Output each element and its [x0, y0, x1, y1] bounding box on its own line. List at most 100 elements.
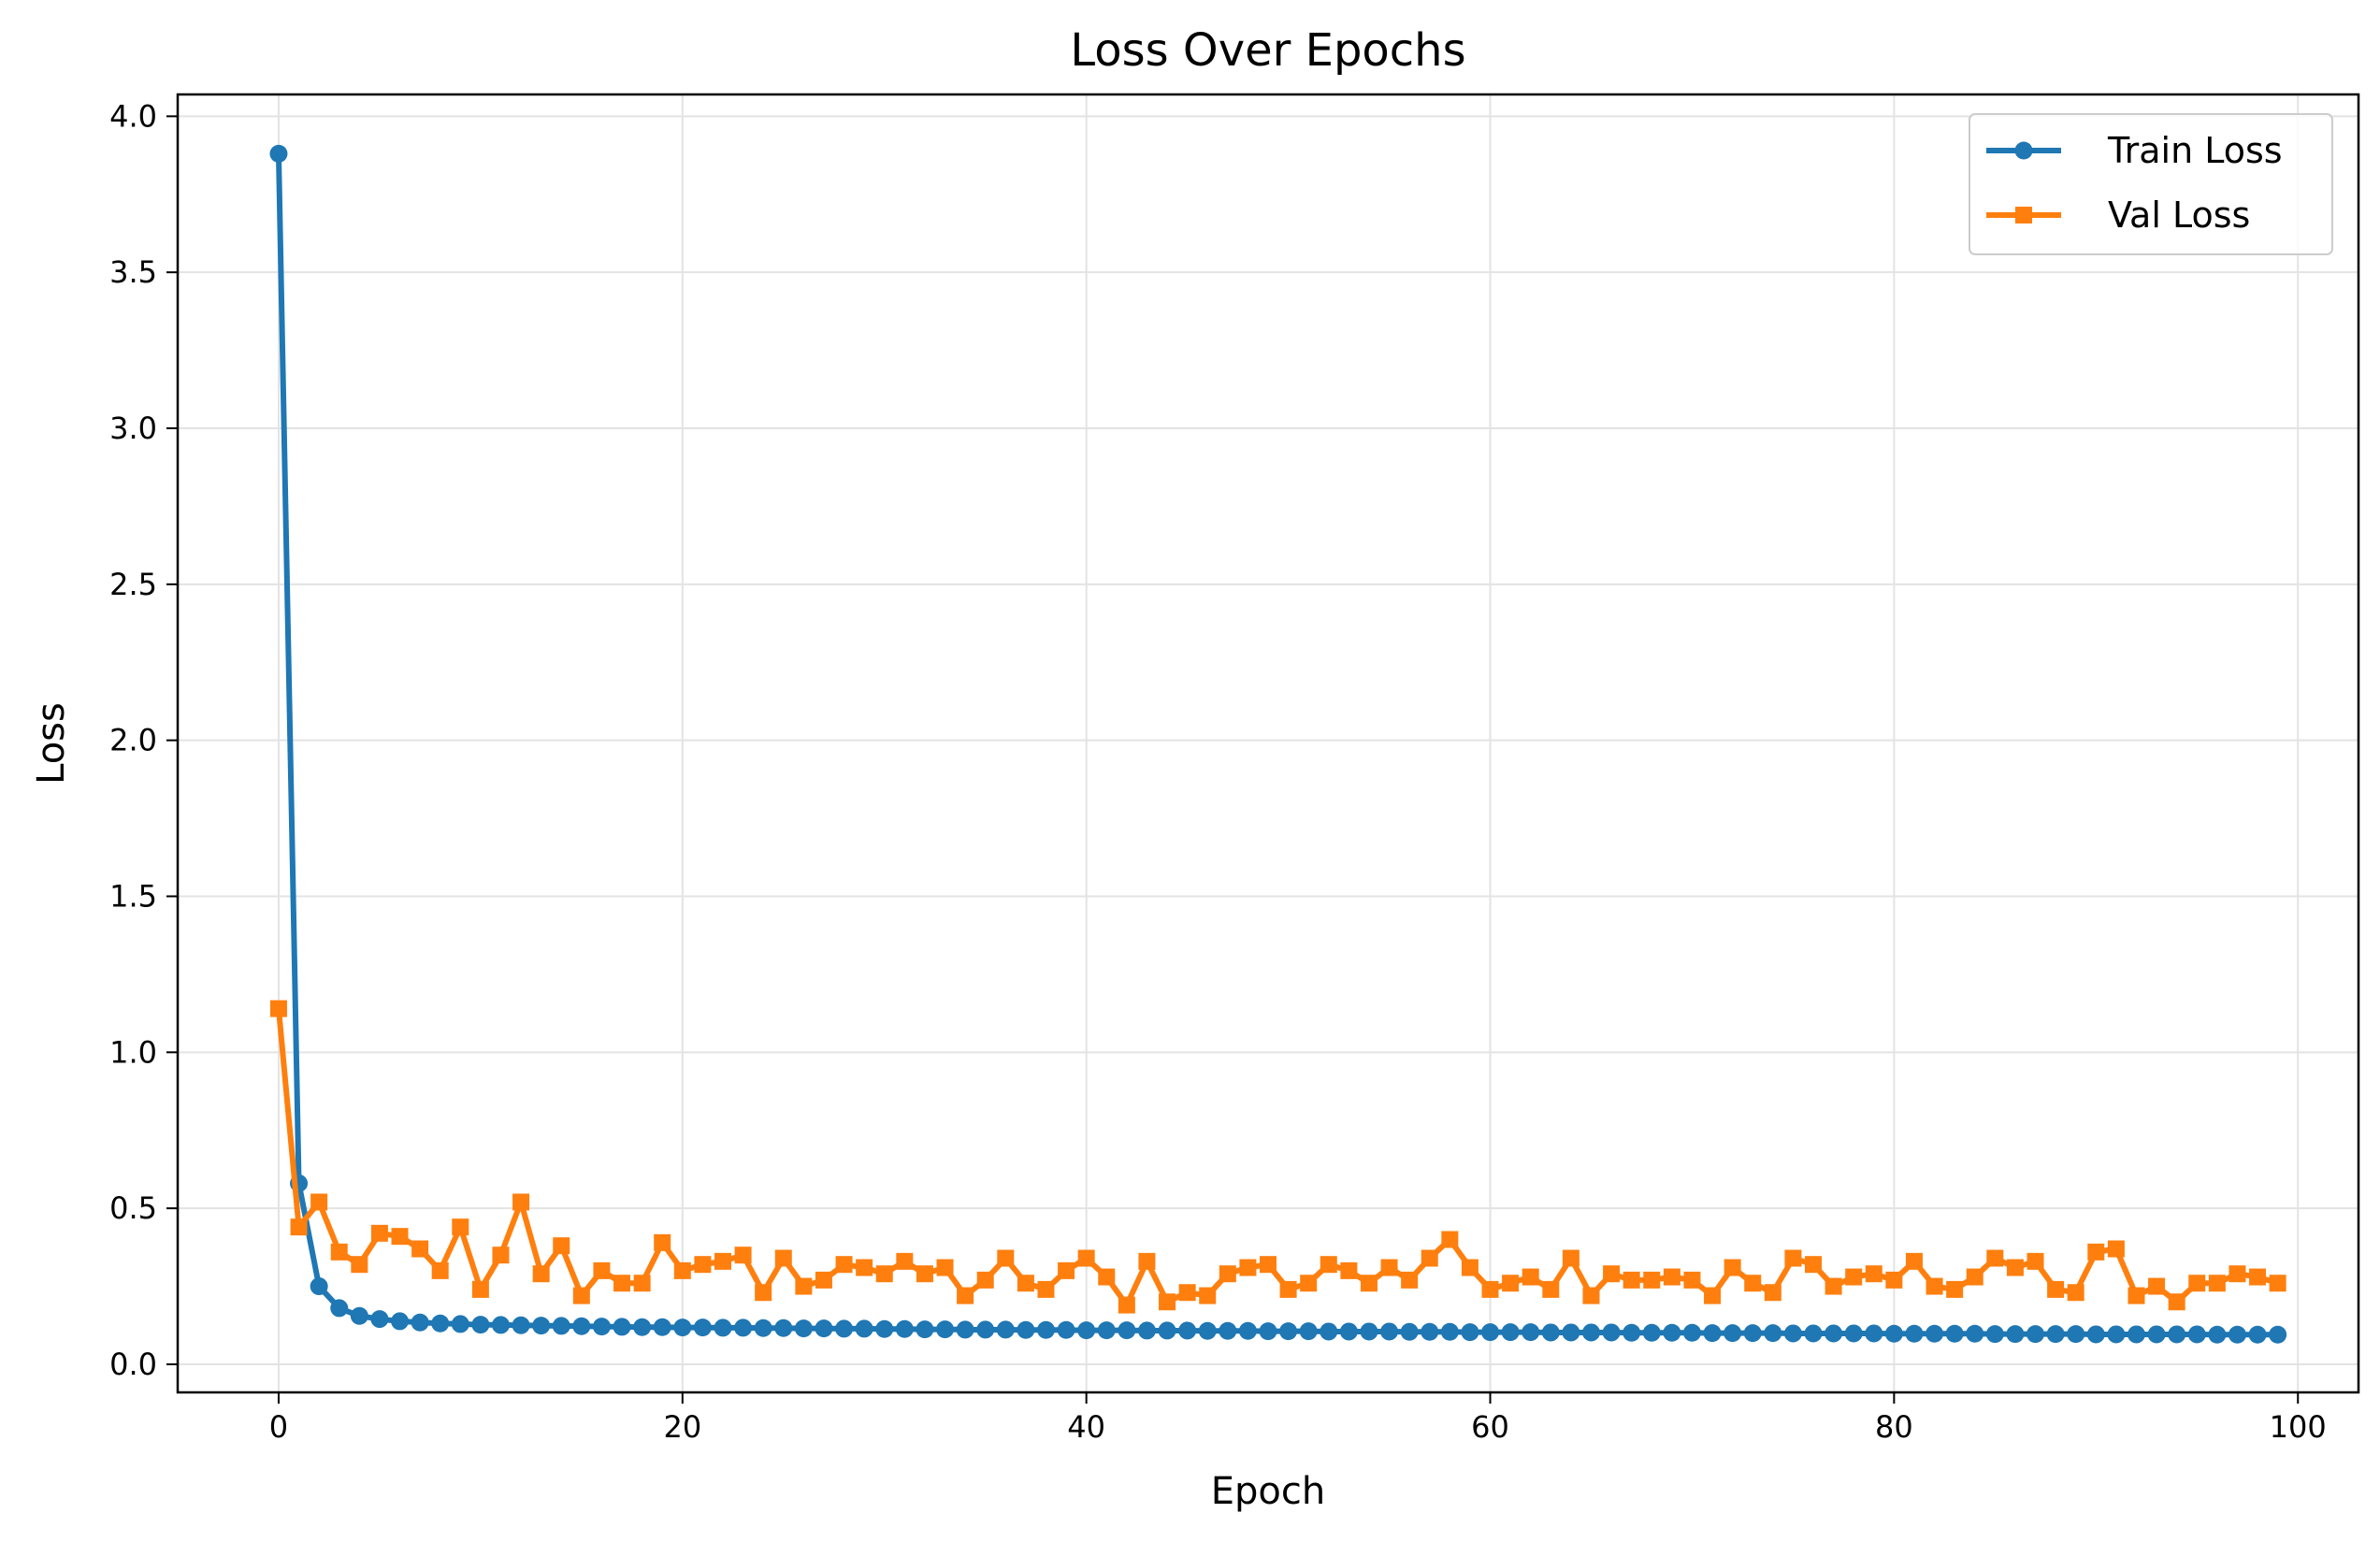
data-point: [774, 1319, 793, 1337]
data-point: [1159, 1293, 1176, 1311]
data-point: [1603, 1265, 1621, 1283]
y-tick-label: 4.0: [109, 98, 157, 134]
data-point: [1158, 1321, 1176, 1340]
data-point: [1683, 1271, 1701, 1289]
legend-label: Train Loss: [2107, 130, 2283, 171]
data-point: [330, 1299, 349, 1318]
data-point: [856, 1259, 873, 1276]
data-point: [1743, 1324, 1762, 1343]
chart-title: Loss Over Epochs: [1070, 24, 1465, 77]
data-point: [693, 1319, 712, 1337]
data-point: [976, 1320, 995, 1339]
data-point: [1300, 1275, 1318, 1292]
data-point: [1501, 1323, 1520, 1342]
data-point: [411, 1313, 429, 1332]
data-point: [957, 1287, 974, 1304]
data-point: [774, 1249, 792, 1267]
x-axis-label: Epoch: [1211, 1470, 1325, 1513]
y-tick-label: 2.0: [109, 723, 157, 758]
data-point: [2067, 1325, 2085, 1344]
data-point: [936, 1320, 955, 1339]
data-point: [896, 1252, 914, 1270]
data-point: [1260, 1256, 1277, 1274]
data-point: [1966, 1324, 1984, 1343]
data-point: [875, 1319, 894, 1338]
data-point: [411, 1240, 429, 1258]
data-point: [835, 1319, 854, 1338]
data-point: [1744, 1275, 1762, 1292]
data-point: [552, 1317, 570, 1335]
data-point: [391, 1228, 409, 1246]
data-point: [1421, 1322, 1439, 1341]
data-point: [1522, 1268, 1539, 1286]
data-point: [269, 144, 288, 163]
data-point: [471, 1280, 489, 1298]
data-point: [795, 1277, 813, 1295]
data-point: [1946, 1280, 1964, 1298]
data-point: [310, 1277, 328, 1296]
y-tick-label: 0.0: [109, 1347, 157, 1382]
data-point: [1279, 1322, 1298, 1341]
data-point: [815, 1319, 833, 1338]
data-point: [1562, 1249, 1579, 1267]
x-tick-label: 40: [1067, 1409, 1105, 1445]
data-point: [1845, 1268, 1863, 1286]
data-point: [2047, 1280, 2065, 1298]
y-tick-label: 1.0: [109, 1034, 157, 1070]
data-point: [1118, 1321, 1136, 1340]
data-point: [492, 1247, 510, 1264]
data-point: [1642, 1323, 1661, 1342]
y-tick-label: 3.0: [109, 411, 157, 446]
data-point: [895, 1319, 914, 1338]
data-point: [269, 1000, 287, 1017]
data-point: [2269, 1275, 2286, 1292]
data-point: [794, 1319, 813, 1338]
data-point: [1037, 1280, 1055, 1298]
data-point: [976, 1271, 994, 1289]
data-point: [330, 1243, 348, 1261]
data-point: [553, 1237, 570, 1255]
data-point: [1097, 1321, 1116, 1340]
data-point: [633, 1318, 652, 1336]
data-point: [1259, 1322, 1277, 1341]
data-point: [1320, 1256, 1337, 1274]
data-point: [1542, 1280, 1560, 1298]
data-point: [673, 1261, 691, 1279]
data-point: [1441, 1231, 1459, 1248]
data-point: [1077, 1321, 1096, 1340]
data-point: [1985, 1325, 2004, 1344]
x-tick-label: 80: [1875, 1409, 1913, 1445]
data-point: [1239, 1259, 1257, 1276]
data-point: [1581, 1323, 1600, 1342]
data-point: [2067, 1284, 2084, 1302]
data-point: [1865, 1265, 1882, 1283]
data-point: [1885, 1271, 1903, 1289]
data-point: [1945, 1324, 1964, 1343]
data-point: [1380, 1259, 1398, 1276]
data-point: [1602, 1323, 1621, 1342]
data-point: [1440, 1322, 1459, 1341]
data-point: [1986, 1249, 2004, 1267]
data-point: [1380, 1322, 1399, 1341]
data-point: [1663, 1323, 1681, 1342]
x-tick-label: 0: [269, 1409, 288, 1445]
data-point: [1784, 1249, 1802, 1267]
series-line: [275, 1008, 2279, 1308]
data-point: [1844, 1324, 1863, 1343]
data-point: [1481, 1280, 1499, 1298]
data-point: [451, 1315, 469, 1333]
data-point: [2168, 1293, 2185, 1311]
data-point: [1400, 1322, 1419, 1341]
grid: [178, 94, 2358, 1392]
data-point: [734, 1319, 753, 1337]
data-point: [593, 1261, 611, 1279]
data-point: [1562, 1323, 1580, 1342]
data-point: [1522, 1323, 1540, 1342]
legend-marker: [2014, 141, 2033, 160]
data-point: [1926, 1324, 1944, 1343]
legend-marker: [2015, 207, 2032, 223]
data-point: [1461, 1323, 1479, 1342]
data-point: [1623, 1271, 1640, 1289]
data-point: [755, 1284, 772, 1302]
data-point: [1279, 1280, 1297, 1298]
